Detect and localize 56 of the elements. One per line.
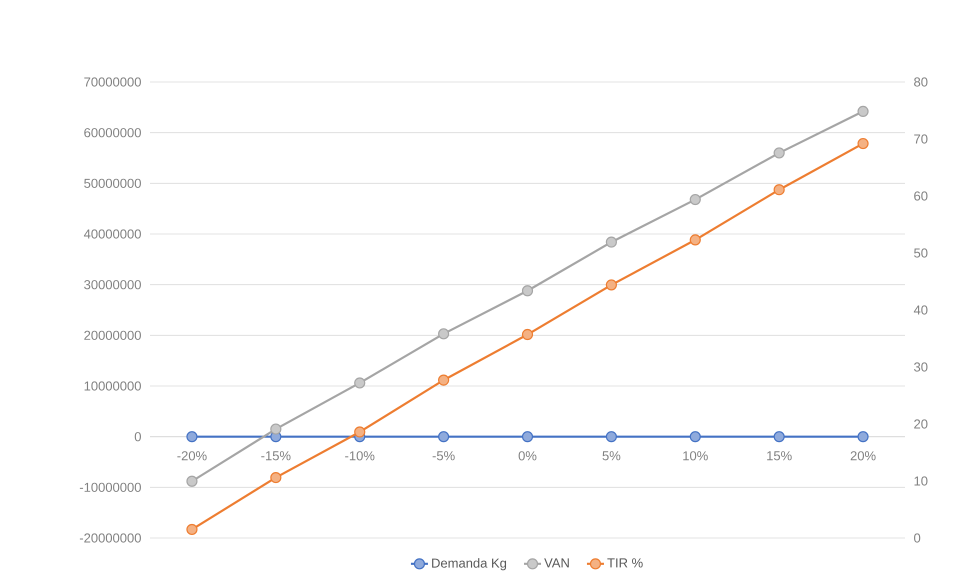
- y-tick-label: 50000000: [84, 178, 141, 188]
- y-tick-label: 20000000: [84, 330, 141, 340]
- point: [606, 279, 617, 290]
- legend-label: Demanda Kg: [432, 558, 506, 570]
- y2-tick-label: 80: [914, 77, 928, 87]
- point: [522, 431, 534, 442]
- y-tick-label: -10000000: [80, 482, 141, 492]
- point: [186, 431, 198, 442]
- point: [690, 234, 701, 246]
- y-tick-label: 70000000: [84, 77, 141, 87]
- point: [606, 431, 617, 442]
- y-tick-label: 60000000: [84, 128, 141, 138]
- y-tick-label: -20000000: [80, 533, 141, 543]
- point: [774, 184, 785, 196]
- y-tick-label: 40000000: [84, 229, 141, 239]
- point: [438, 431, 450, 442]
- x-tick-label: 5%: [602, 451, 620, 460]
- y2-tick-label: 60: [914, 191, 928, 201]
- point: [774, 147, 785, 159]
- y2-tick-label: 10: [914, 476, 928, 486]
- y-tick-label: 0: [134, 432, 141, 442]
- x-tick-label: -5%: [432, 451, 455, 460]
- x-tick-label: -10%: [345, 451, 374, 460]
- point: [438, 374, 450, 386]
- x-tick-label: 20%: [850, 451, 876, 460]
- x-tick-label: -15%: [261, 451, 291, 460]
- y2-tick-label: 40: [914, 305, 928, 315]
- point: [690, 194, 701, 206]
- point: [690, 431, 701, 442]
- y-tick-label: 10000000: [84, 381, 141, 391]
- point: [354, 377, 366, 389]
- point: [857, 106, 869, 117]
- y2-tick-label: 50: [914, 248, 928, 258]
- point: [522, 285, 534, 296]
- point: [186, 476, 198, 487]
- legend-label: VAN: [544, 558, 569, 568]
- x-tick-label: 10%: [683, 451, 708, 460]
- point: [774, 431, 785, 442]
- x-tick-label: -20%: [177, 451, 207, 460]
- x-tick-label: 15%: [767, 451, 792, 460]
- point: [270, 423, 282, 435]
- x-tick-label: 0%: [518, 451, 536, 460]
- y2-tick-label: 30: [914, 362, 928, 372]
- point: [522, 328, 534, 340]
- legend-label: TIR %: [607, 558, 643, 568]
- y2-tick-label: 70: [914, 134, 928, 144]
- point: [270, 472, 282, 484]
- y2-tick-label: 20: [914, 419, 928, 429]
- point: [354, 426, 366, 438]
- point: [857, 138, 869, 150]
- y2-tick-label: 0: [914, 533, 920, 543]
- point: [438, 328, 450, 340]
- point: [606, 236, 617, 248]
- point: [857, 431, 869, 442]
- y-tick-label: 30000000: [84, 280, 141, 290]
- point: [186, 524, 198, 536]
